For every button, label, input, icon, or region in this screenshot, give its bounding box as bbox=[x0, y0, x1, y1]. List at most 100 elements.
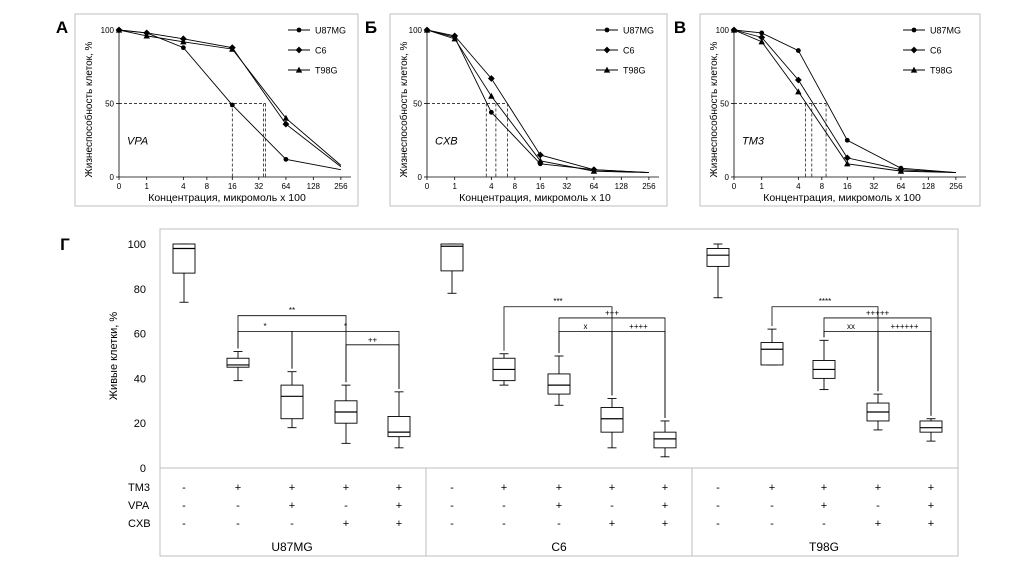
significance-label: x bbox=[584, 322, 588, 331]
condition-plus: + bbox=[609, 482, 615, 494]
x-tick-label: 8 bbox=[205, 182, 210, 191]
box-iqr bbox=[653, 431, 677, 449]
condition-minus: - bbox=[557, 518, 561, 530]
condition-plus: + bbox=[556, 482, 562, 494]
x-tick-label: 32 bbox=[562, 182, 571, 191]
significance-label: ++++++ bbox=[890, 322, 918, 331]
x-tick-label: 128 bbox=[615, 182, 629, 191]
condition-plus: + bbox=[556, 500, 562, 512]
legend-label: T98G bbox=[930, 66, 953, 76]
condition-minus: - bbox=[876, 500, 880, 512]
legend-label: U87MG bbox=[930, 26, 961, 36]
legend-label: U87MG bbox=[315, 26, 346, 36]
condition-plus: + bbox=[821, 482, 827, 494]
y-tick-label: 20 bbox=[134, 418, 146, 430]
x-tick-label: 16 bbox=[228, 182, 237, 191]
x-tick-label: 256 bbox=[334, 182, 348, 191]
data-point-u87mg bbox=[844, 137, 850, 143]
condition-row-label: VPA bbox=[128, 500, 150, 512]
box-iqr bbox=[280, 384, 304, 420]
legend-label: T98G bbox=[315, 66, 338, 76]
data-point-t98g bbox=[488, 92, 495, 99]
y-tick-label: 50 bbox=[720, 100, 729, 109]
drug-annotation: TM3 bbox=[742, 136, 765, 148]
condition-row-label: CXB bbox=[128, 518, 151, 530]
x-tick-label: 16 bbox=[536, 182, 545, 191]
box-iqr bbox=[226, 357, 250, 368]
condition-plus: + bbox=[343, 482, 349, 494]
legend-marker bbox=[604, 27, 610, 33]
x-tick-label: 16 bbox=[843, 182, 852, 191]
data-point-t98g bbox=[730, 26, 738, 33]
condition-minus: - bbox=[450, 500, 454, 512]
condition-minus: - bbox=[716, 500, 720, 512]
significance-label: ++ bbox=[368, 335, 378, 344]
condition-plus: + bbox=[928, 500, 934, 512]
series-line-t98g bbox=[426, 29, 649, 174]
x-tick-label: 4 bbox=[489, 182, 494, 191]
significance-bracket bbox=[291, 330, 400, 389]
condition-plus: + bbox=[609, 518, 615, 530]
y-tick-label: 50 bbox=[413, 100, 422, 109]
y-tick-label: 100 bbox=[101, 26, 115, 35]
condition-minus: - bbox=[290, 518, 294, 530]
y-tick-label: 40 bbox=[134, 373, 146, 385]
condition-plus: + bbox=[289, 500, 295, 512]
significance-label: ** bbox=[289, 306, 295, 315]
condition-minus: - bbox=[716, 518, 720, 530]
x-axis-label: Концентрация, микромоль х 10 bbox=[459, 192, 611, 204]
x-tick-label: 256 bbox=[949, 182, 963, 191]
x-tick-label: 64 bbox=[896, 182, 905, 191]
condition-plus: + bbox=[662, 500, 668, 512]
series-line-c6 bbox=[118, 29, 342, 168]
condition-plus: + bbox=[396, 500, 402, 512]
y-tick-label: 100 bbox=[716, 26, 730, 35]
group-label: U87MG bbox=[271, 540, 312, 554]
condition-minus: - bbox=[450, 482, 454, 494]
significance-label: xx bbox=[847, 322, 855, 331]
data-point-u87mg bbox=[229, 102, 235, 108]
data-point-u87mg bbox=[488, 109, 494, 115]
condition-minus: - bbox=[716, 482, 720, 494]
significance-label: * bbox=[263, 322, 266, 331]
data-point-t98g bbox=[451, 35, 458, 42]
y-tick-label: 60 bbox=[134, 329, 146, 341]
data-point-c6 bbox=[282, 120, 290, 128]
legend-marker bbox=[296, 27, 302, 33]
data-point-t98g bbox=[229, 45, 236, 52]
data-point-t98g bbox=[897, 167, 905, 174]
panel-frame bbox=[389, 13, 668, 207]
group-label: T98G bbox=[809, 540, 839, 554]
box-iqr bbox=[760, 342, 784, 366]
y-axis-label: Живые клетки, % bbox=[108, 312, 120, 400]
x-tick-label: 64 bbox=[281, 182, 290, 191]
condition-minus: - bbox=[236, 500, 240, 512]
condition-minus: - bbox=[182, 518, 186, 530]
legend-marker bbox=[603, 66, 611, 73]
series-line-u87mg bbox=[733, 29, 956, 174]
panel-letter: В bbox=[674, 18, 686, 37]
condition-plus: + bbox=[235, 482, 241, 494]
data-point-t98g bbox=[115, 26, 123, 33]
legend-label: U87MG bbox=[623, 26, 654, 36]
y-tick-label: 0 bbox=[110, 173, 115, 182]
x-tick-label: 1 bbox=[452, 182, 457, 191]
x-tick-label: 32 bbox=[869, 182, 878, 191]
data-point-t98g bbox=[590, 167, 598, 174]
legend-marker bbox=[910, 66, 918, 73]
data-point-c6 bbox=[536, 151, 544, 159]
box-iqr bbox=[919, 420, 943, 433]
condition-minus: - bbox=[822, 518, 826, 530]
condition-minus: - bbox=[770, 518, 774, 530]
condition-minus: - bbox=[770, 500, 774, 512]
condition-minus: - bbox=[502, 518, 506, 530]
data-point-u87mg bbox=[180, 45, 186, 51]
significance-label: +++++ bbox=[866, 308, 890, 317]
significance-label: +++ bbox=[605, 308, 619, 317]
x-tick-label: 128 bbox=[307, 182, 321, 191]
y-tick-label: 0 bbox=[140, 463, 146, 475]
data-point-u87mg bbox=[795, 48, 801, 53]
x-tick-label: 0 bbox=[425, 182, 430, 191]
condition-plus: + bbox=[662, 482, 668, 494]
panel-frame bbox=[74, 13, 359, 207]
